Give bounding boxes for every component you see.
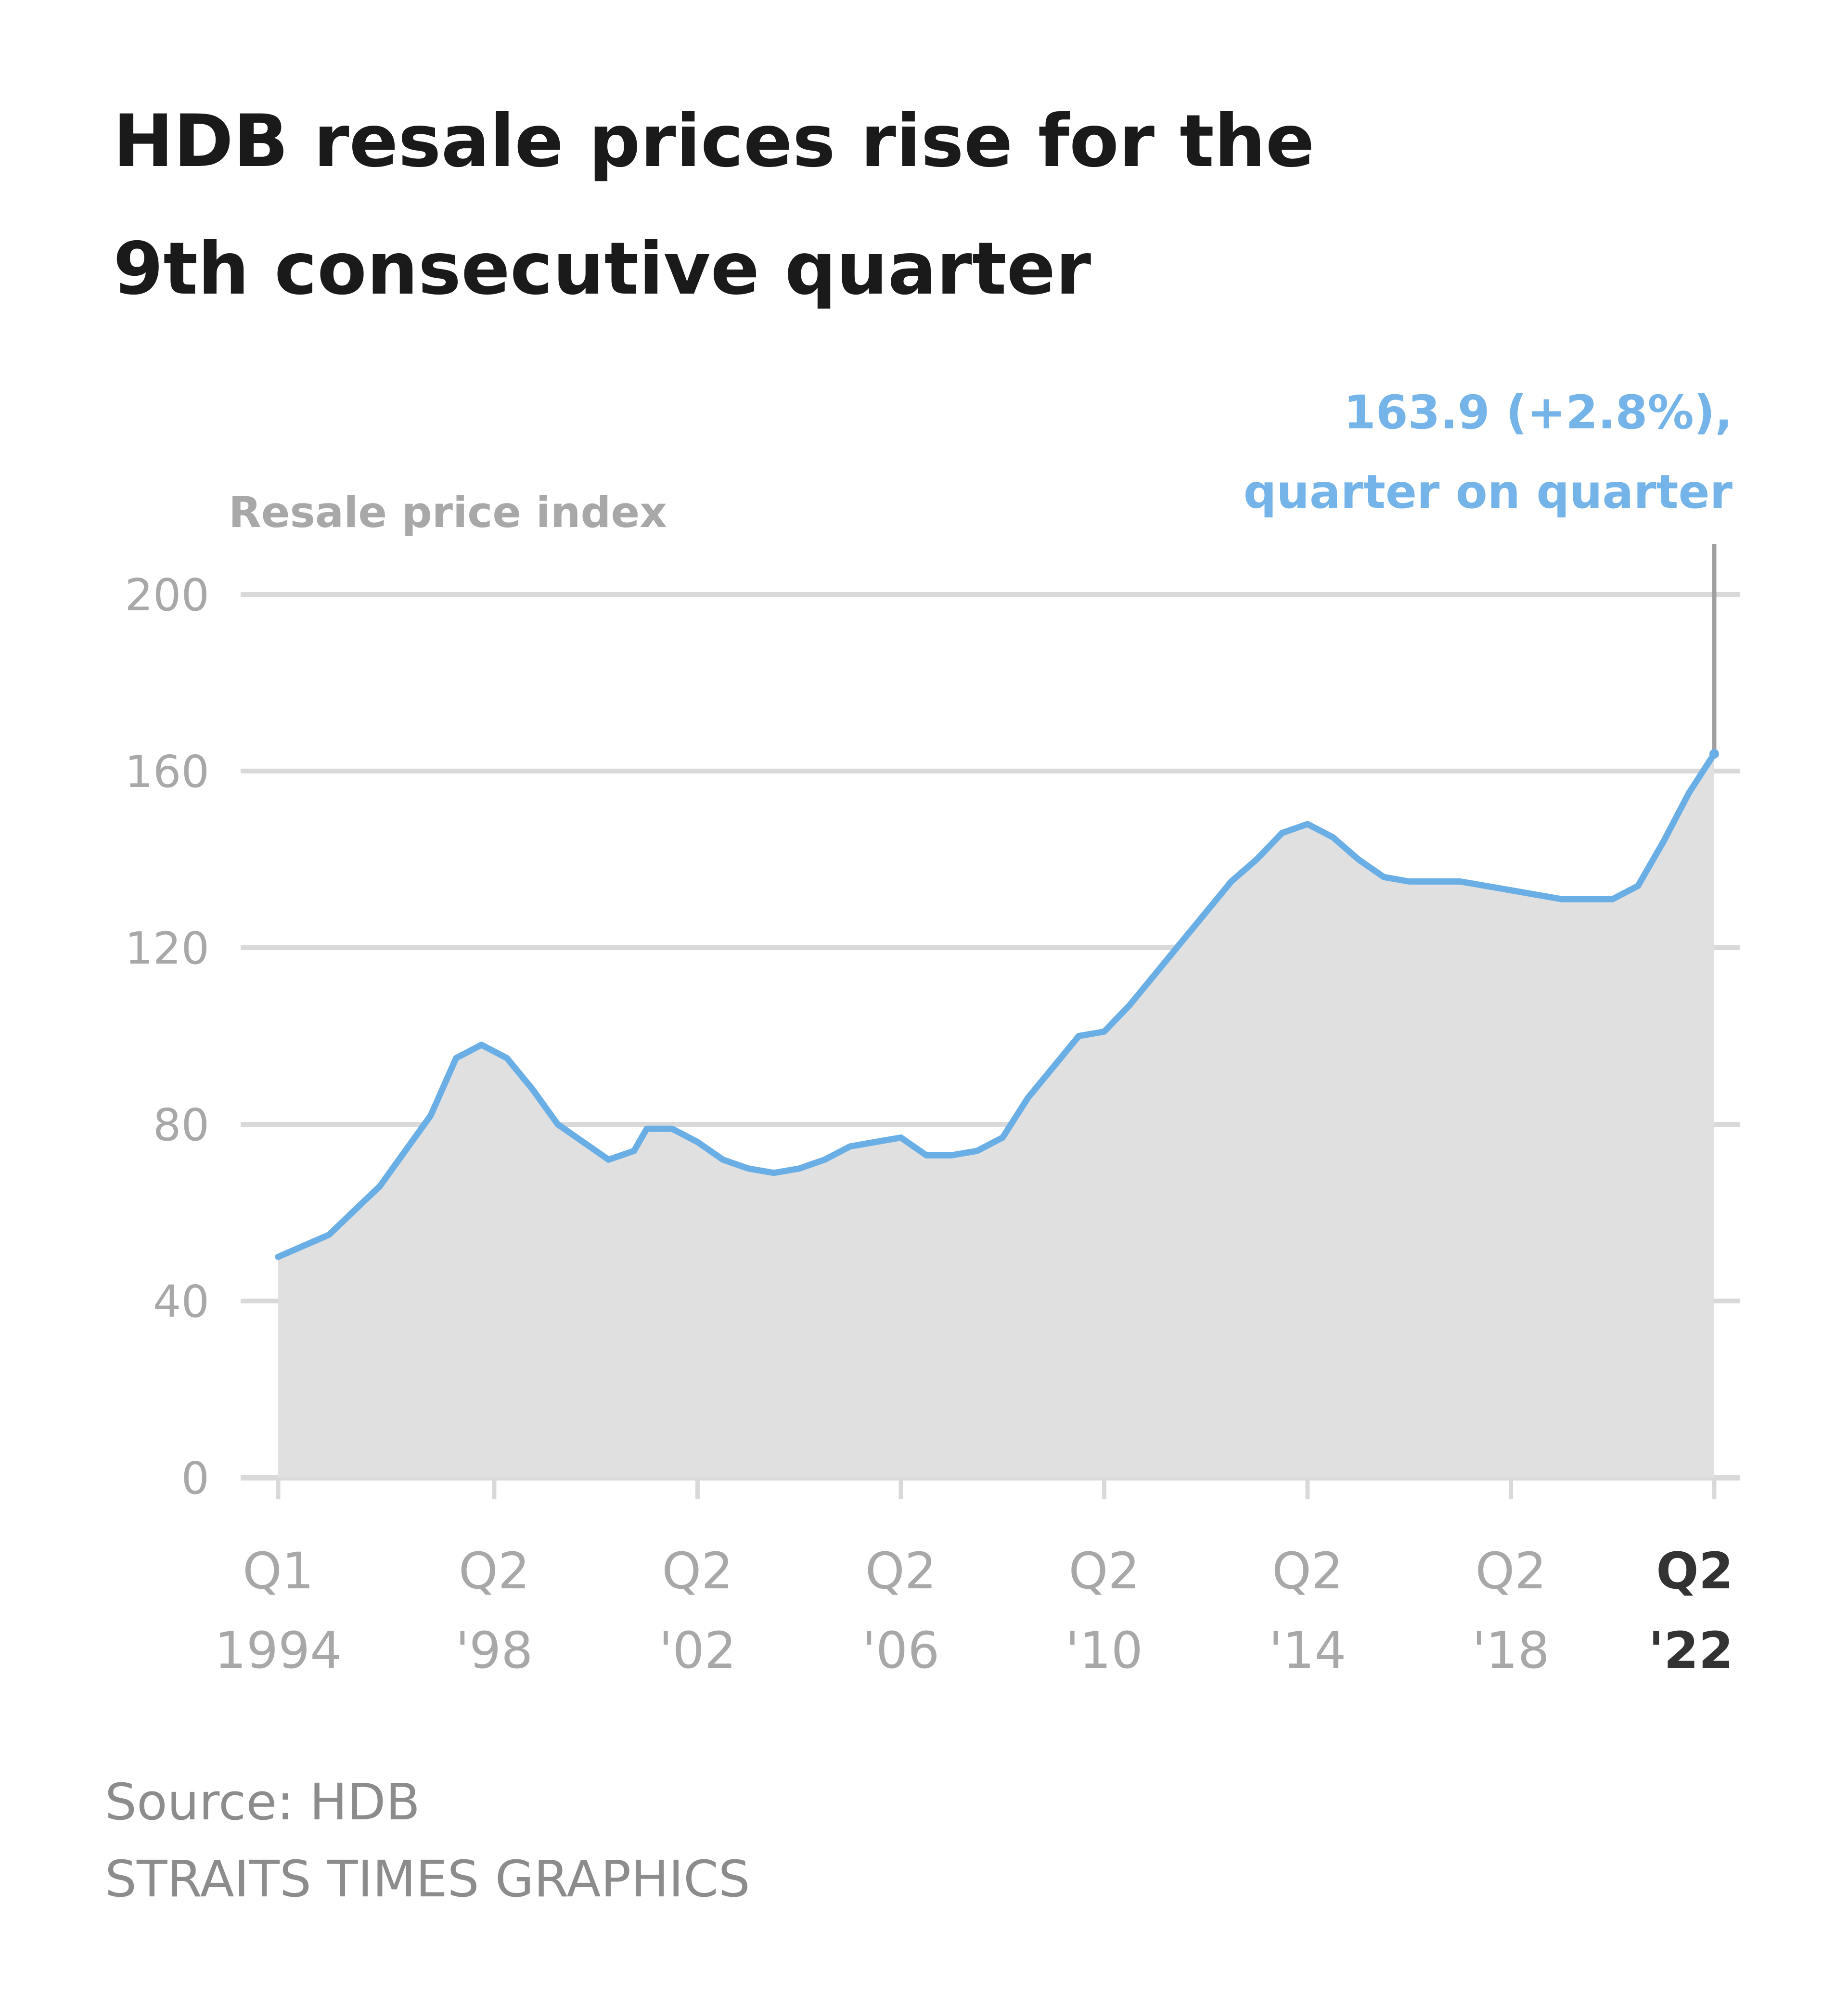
x-tick-label-year: '22 [1648,1621,1733,1680]
series-area [278,754,1714,1478]
x-tick-label-quarter: Q2 [1068,1542,1140,1600]
x-tick-label-year: '18 [1472,1621,1550,1680]
x-tick-label-quarter: Q2 [1272,1542,1343,1600]
graphics-credit: STRAITS TIMES GRAPHICS [105,1850,750,1908]
x-axis-ticks: Q1 1994 Q2 '98 Q2 '02 Q2 '06 Q2 '10 Q2 '14 Q2 '18 Q2 '2… [215,1478,1733,1680]
y-tick-label: 40 [153,1276,209,1327]
x-tick-label-quarter: Q2 [1475,1542,1546,1600]
y-tick-label: 200 [125,569,209,621]
annotation-line-2: quarter on quarter [1244,465,1733,519]
y-axis-label: Resale price index [229,488,667,537]
x-tick-label-year: '06 [862,1621,939,1680]
x-tick-label-quarter: Q2 [459,1542,530,1600]
y-tick-label: 120 [125,923,209,974]
x-tick-label-quarter: Q2 [1656,1542,1733,1600]
x-tick-label-year: '98 [455,1621,533,1680]
x-tick-label-year: '10 [1065,1621,1143,1680]
y-tick-label: 0 [181,1453,209,1504]
x-tick-label-quarter: Q1 [243,1542,314,1600]
x-tick-label-year: '14 [1269,1621,1347,1680]
chart-title-line-2: 9th consecutive quarter [113,227,1091,311]
series-line [275,750,1718,1260]
latest-point [1709,749,1719,759]
chart-title-line-1: HDB resale prices rise for the [113,100,1314,183]
x-tick-label-quarter: Q2 [662,1542,733,1600]
y-tick-label: 80 [153,1099,209,1151]
y-tick-label: 160 [125,746,209,798]
x-tick-label-year: 1994 [215,1621,342,1680]
annotation-line-1: 163.9 (+2.8%), [1344,386,1732,439]
y-axis-ticks: 0 40 80 120 160 200 [125,569,209,1504]
source-note: Source: HDB [105,1773,420,1831]
x-tick-label-quarter: Q2 [865,1542,937,1600]
x-tick-label-year: '02 [659,1621,736,1680]
plot-area [275,544,1719,1478]
